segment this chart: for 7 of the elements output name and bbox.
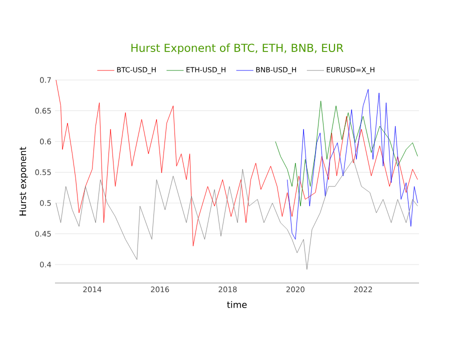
line-series	[275, 100, 418, 206]
line-series	[287, 89, 418, 240]
chart-title: Hurst Exponent of BTC, ETH, BNB, EUR	[131, 43, 344, 54]
y-axis-title: Hurst exponent	[19, 146, 28, 216]
x-axis-title: time	[227, 301, 247, 308]
line-series	[56, 80, 418, 246]
line-series	[56, 159, 418, 270]
